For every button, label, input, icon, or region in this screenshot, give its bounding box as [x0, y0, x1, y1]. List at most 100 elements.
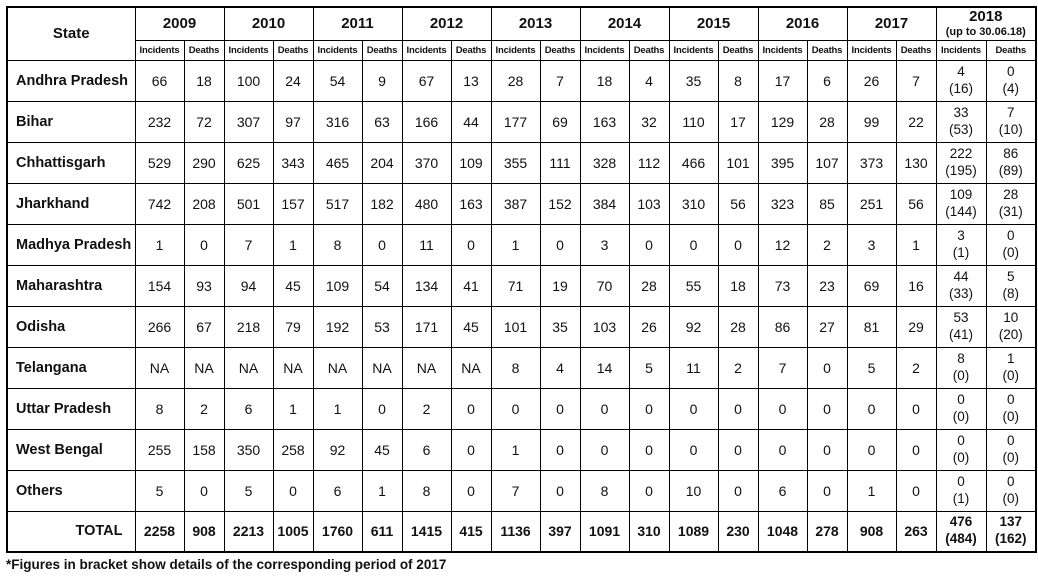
data-cell: 466	[668, 141, 719, 184]
incidents-deaths-by-state-table: State 2009 2010 2011 2012 2013 2014 2015 2016 201…	[6, 6, 1037, 553]
data-cell-line: 222	[949, 145, 973, 161]
data-cell: 92	[668, 305, 719, 348]
state-name: Uttar Pradesh	[6, 387, 136, 430]
data-cell: 32	[628, 100, 670, 143]
data-cell: 44 (33)	[935, 264, 987, 307]
data-cell: 0	[539, 428, 581, 471]
data-cell: 517	[312, 182, 363, 225]
state-name: Others	[6, 469, 136, 512]
data-cell: 109	[450, 141, 492, 184]
data-cell: NA	[401, 346, 452, 389]
data-cell: 0	[806, 469, 848, 512]
data-cell: 0	[668, 387, 719, 430]
data-cell: 1136	[490, 510, 541, 553]
data-cell: 6	[312, 469, 363, 512]
data-cell: 204	[361, 141, 403, 184]
data-cell: 67	[401, 59, 452, 102]
data-cell: 41	[450, 264, 492, 307]
data-cell: 10	[668, 469, 719, 512]
data-cell: 11	[401, 223, 452, 266]
data-cell: 278	[806, 510, 848, 553]
deaths-column-header: Deaths	[985, 39, 1037, 61]
data-cell-line: 53	[953, 309, 969, 325]
data-cell: 2	[895, 346, 937, 389]
data-cell-line: (0)	[952, 367, 970, 383]
data-cell: 5	[628, 346, 670, 389]
data-cell: 54	[312, 59, 363, 102]
data-cell: 2213	[223, 510, 274, 553]
data-cell: 56	[895, 182, 937, 225]
data-cell: 8	[312, 223, 363, 266]
data-cell: 192	[312, 305, 363, 348]
data-cell: 2	[806, 223, 848, 266]
table-row: Andhra Pradesh 66 18 100 24 54 9 67 13 28 7 18 4 35 8 1…	[6, 59, 1037, 102]
data-cell: 8	[717, 59, 759, 102]
year-header-2009: 2009	[134, 6, 225, 41]
data-cell: 1	[361, 469, 403, 512]
deaths-column-header: Deaths	[717, 39, 759, 61]
table-row: Odisha 266 67 218 79 192 53 171 45 101 35 103 26 92 28…	[6, 305, 1037, 348]
data-cell: 611	[361, 510, 403, 553]
data-cell: 45	[450, 305, 492, 348]
data-cell-line: (1)	[952, 490, 970, 506]
data-cell: 0 (0)	[935, 387, 987, 430]
data-cell: 5 (8)	[985, 264, 1037, 307]
data-cell: 1415	[401, 510, 452, 553]
data-cell: 0	[806, 387, 848, 430]
data-cell: 16	[895, 264, 937, 307]
data-cell: 33 (53)	[935, 100, 987, 143]
state-name: Jharkhand	[6, 182, 136, 225]
year-label: 2014	[607, 14, 642, 32]
data-cell: 28	[490, 59, 541, 102]
data-cell: 26	[846, 59, 897, 102]
data-cell-line: 28	[1003, 186, 1019, 202]
data-cell: 93	[183, 264, 225, 307]
deaths-column-header: Deaths	[895, 39, 937, 61]
data-cell: 27	[806, 305, 848, 348]
data-cell: 171	[401, 305, 452, 348]
data-cell-line: 0	[957, 391, 965, 407]
data-cell-line: (0)	[952, 408, 970, 424]
data-cell: 71	[490, 264, 541, 307]
data-cell: 103	[628, 182, 670, 225]
data-cell-line: (4)	[1002, 80, 1020, 96]
data-cell: NA	[134, 346, 185, 389]
data-cell: 11	[668, 346, 719, 389]
data-cell: 1	[490, 223, 541, 266]
data-cell: 1760	[312, 510, 363, 553]
year-label: 2018	[969, 8, 1003, 26]
data-cell: 1	[490, 428, 541, 471]
data-cell: 94	[223, 264, 274, 307]
data-cell-line: (53)	[948, 121, 973, 137]
state-column-header: State	[6, 6, 136, 61]
data-cell-line: 1	[1006, 350, 1015, 366]
data-cell-line: 0	[1006, 473, 1015, 489]
data-cell: 45	[272, 264, 314, 307]
data-cell: 6	[401, 428, 452, 471]
data-cell: 0	[450, 428, 492, 471]
data-cell: 0	[806, 346, 848, 389]
year-label: 2009	[162, 14, 197, 32]
year-label: 2015	[696, 14, 731, 32]
data-cell: 182	[361, 182, 403, 225]
data-cell: 7	[757, 346, 808, 389]
year-label: 2012	[429, 14, 464, 32]
data-cell: 258	[272, 428, 314, 471]
data-cell: 328	[579, 141, 630, 184]
data-cell: 1	[272, 223, 314, 266]
table-row: Madhya Pradesh 1 0 7 1 8 0 11 0 1 0 3 0 0 0 12 2 3 1 3 (1) 0(…	[6, 223, 1037, 266]
year-header-2014: 2014	[579, 6, 670, 41]
data-cell: NA	[272, 346, 314, 389]
data-cell: 1048	[757, 510, 808, 553]
data-cell: 222 (195)	[935, 141, 987, 184]
data-cell: 0	[895, 428, 937, 471]
data-cell: 0	[895, 387, 937, 430]
data-cell: 28 (31)	[985, 182, 1037, 225]
data-cell: 4 (16)	[935, 59, 987, 102]
data-cell: 0	[539, 387, 581, 430]
data-cell: 0	[579, 387, 630, 430]
data-cell-line: (10)	[998, 121, 1023, 137]
data-cell: 1	[895, 223, 937, 266]
data-cell: 97	[272, 100, 314, 143]
data-cell: 1	[846, 469, 897, 512]
